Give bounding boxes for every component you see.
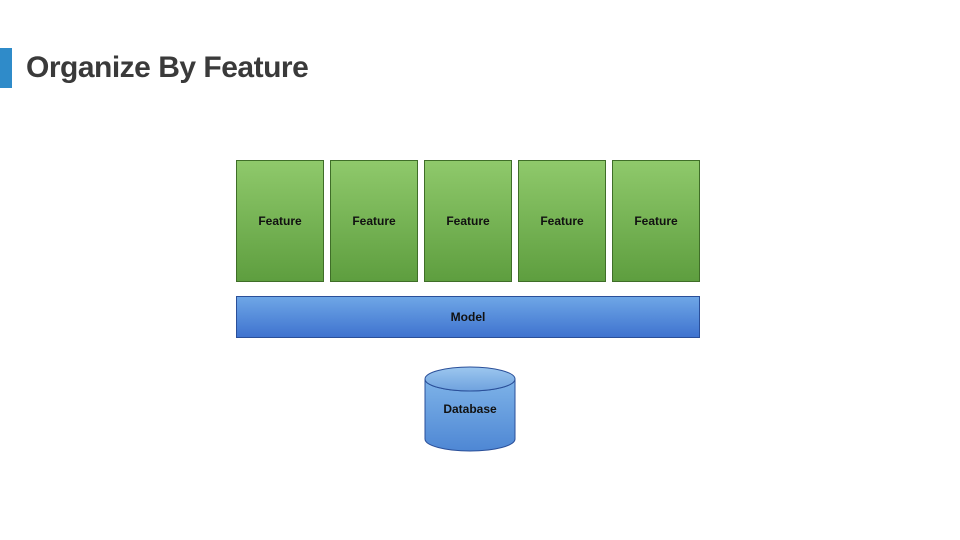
title-block: Organize By Feature — [0, 48, 308, 88]
feature-box: Feature — [612, 160, 700, 282]
feature-label: Feature — [352, 214, 395, 228]
database-label: Database — [423, 402, 517, 416]
model-box: Model — [236, 296, 700, 338]
feature-box: Feature — [518, 160, 606, 282]
feature-box: Feature — [236, 160, 324, 282]
accent-bar — [0, 48, 12, 88]
features-row: Feature Feature Feature Feature Feature — [236, 160, 700, 282]
slide-title: Organize By Feature — [26, 51, 308, 85]
slide: Organize By Feature Feature Feature Feat… — [0, 0, 960, 540]
feature-label: Feature — [258, 214, 301, 228]
feature-label: Feature — [634, 214, 677, 228]
model-label: Model — [451, 310, 486, 324]
database-cylinder: Database — [423, 366, 517, 452]
feature-label: Feature — [446, 214, 489, 228]
feature-box: Feature — [330, 160, 418, 282]
feature-label: Feature — [540, 214, 583, 228]
feature-box: Feature — [424, 160, 512, 282]
